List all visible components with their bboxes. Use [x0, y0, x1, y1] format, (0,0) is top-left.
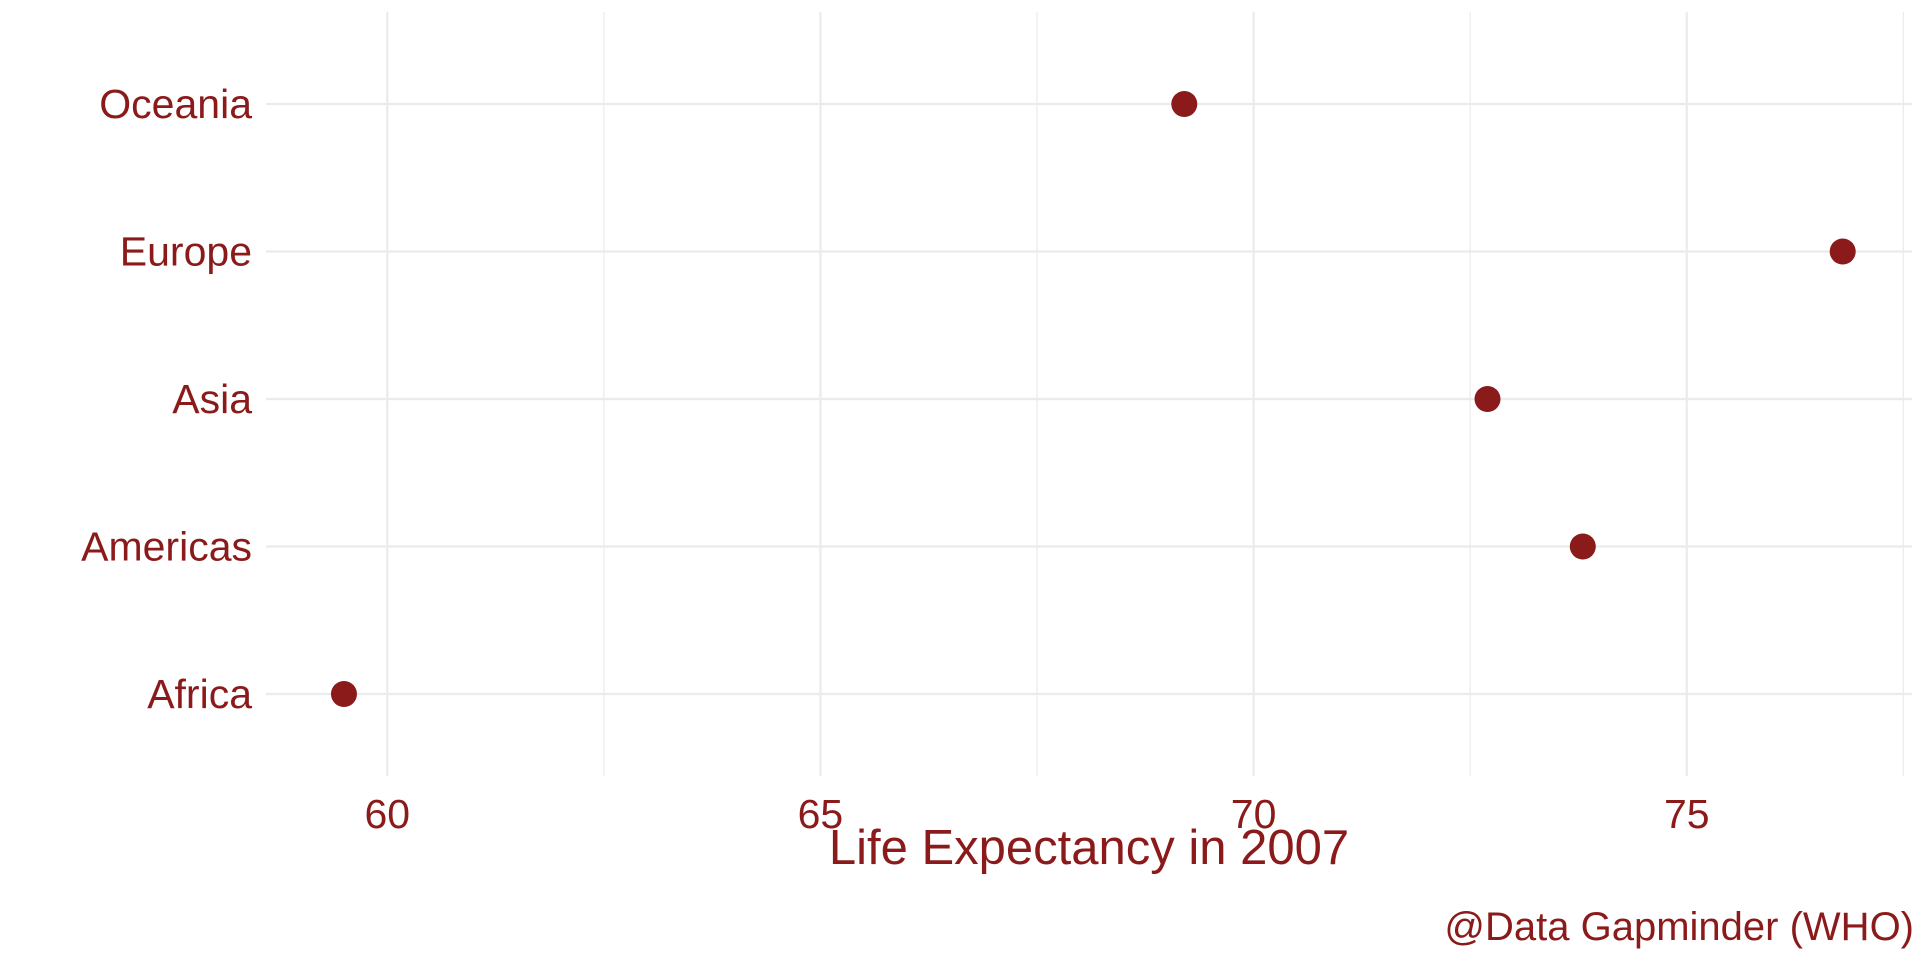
x-axis-tick-labels: 60 65 70 75 [364, 791, 1709, 837]
y-tick-label: Africa [147, 671, 252, 717]
x-tick-label: 65 [798, 791, 844, 837]
y-tick-label: Europe [120, 229, 252, 275]
x-axis-title: Life Expectancy in 2007 [829, 821, 1349, 875]
y-tick-label: Americas [81, 524, 252, 570]
data-point-africa [330, 681, 357, 707]
data-point-asia [1474, 386, 1501, 412]
data-point-oceania [1171, 91, 1198, 117]
y-tick-label: Oceania [99, 81, 252, 127]
source-caption: @Data Gapminder (WHO) [1444, 905, 1914, 949]
data-point-europe [1829, 238, 1856, 265]
x-tick-label: 75 [1664, 791, 1710, 837]
data-point-americas [1569, 533, 1596, 560]
points-layer [330, 91, 1856, 707]
y-axis-labels: Africa Americas Asia Europe Oceania [81, 81, 252, 717]
y-tick-label: Asia [172, 376, 252, 422]
x-tick-label: 70 [1231, 791, 1277, 837]
grid-layer [266, 12, 1912, 776]
x-tick-label: 60 [364, 791, 410, 837]
